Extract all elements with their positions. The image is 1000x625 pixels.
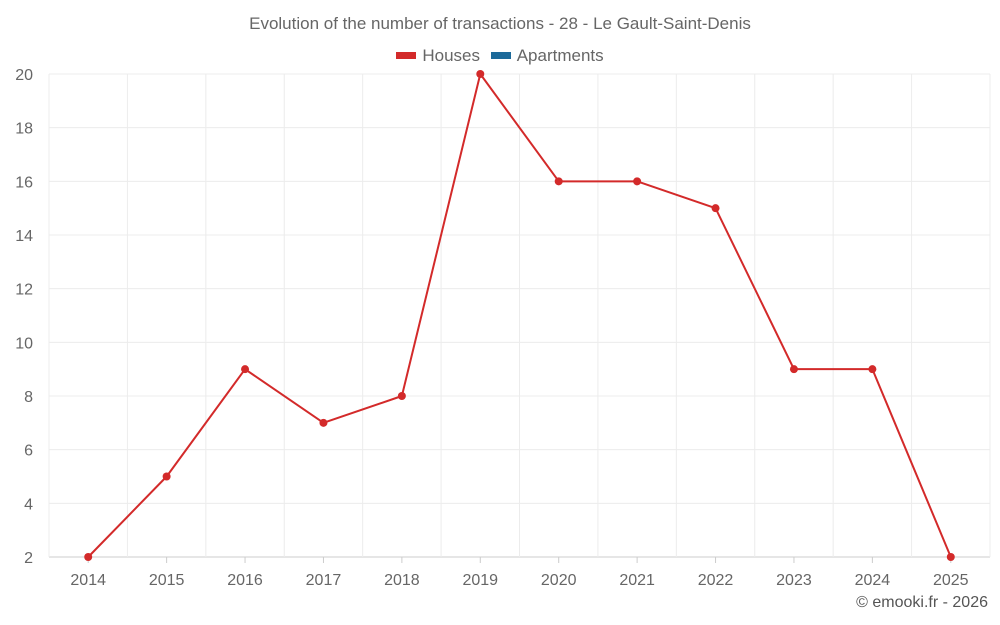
x-tick-label-2018: 2018	[384, 572, 420, 589]
y-tick-label-18: 18	[15, 121, 33, 138]
data-point-houses-2015[interactable]	[162, 472, 171, 481]
legend-label-houses: Houses	[422, 45, 480, 65]
data-point-houses-2019[interactable]	[476, 70, 485, 78]
legend-swatch-apartments	[490, 51, 511, 59]
chart-axes: 2 4 6 8 10 12 14 16 18 20 2014 2015 2016 2017 2018 2019…	[15, 67, 968, 589]
y-tick-label-2: 2	[24, 550, 33, 567]
credit-text: © emooki.fr - 2026	[856, 594, 988, 611]
y-tick-label-14: 14	[15, 228, 33, 245]
y-tick-label-10: 10	[15, 335, 33, 352]
chart-grid	[48, 73, 991, 558]
data-point-houses-2025[interactable]	[946, 553, 955, 561]
y-tick-label-20: 20	[15, 67, 33, 84]
data-point-houses-2022[interactable]	[711, 204, 720, 213]
legend-item-houses[interactable]: Houses	[396, 46, 480, 66]
x-tick-label-2021: 2021	[619, 572, 655, 589]
series-line-houses	[87, 73, 952, 558]
chart-series	[84, 70, 955, 561]
legend-label-apartments: Apartments	[516, 45, 604, 65]
y-tick-label-16: 16	[15, 174, 33, 191]
x-tick-label-2025: 2025	[933, 572, 969, 589]
data-point-houses-2016[interactable]	[241, 365, 250, 374]
legend-item-apartments[interactable]: Apartments	[490, 45, 604, 66]
data-point-houses-2024[interactable]	[868, 365, 877, 374]
chart-legend: Houses Apartments	[0, 45, 1000, 66]
x-tick-label-2022: 2022	[698, 572, 734, 589]
x-tick-label-2024: 2024	[855, 572, 891, 589]
data-point-houses-2020[interactable]	[554, 177, 563, 186]
x-tick-label-2015: 2015	[149, 572, 185, 589]
x-tick-label-2017: 2017	[306, 572, 342, 589]
y-tick-label-6: 6	[24, 443, 33, 460]
y-tick-label-12: 12	[15, 282, 33, 299]
y-tick-label-4: 4	[24, 496, 33, 513]
data-point-houses-2017[interactable]	[319, 418, 328, 427]
legend-swatch-houses	[396, 51, 417, 59]
x-tick-label-2019: 2019	[462, 572, 498, 589]
data-point-houses-2023[interactable]	[789, 365, 798, 374]
chart-title: Evolution of the number of transactions …	[249, 14, 751, 33]
data-point-houses-2014[interactable]	[84, 553, 93, 561]
y-tick-label-8: 8	[24, 389, 33, 406]
x-tick-label-2014: 2014	[70, 572, 106, 589]
data-point-houses-2018[interactable]	[397, 392, 406, 400]
x-tick-label-2020: 2020	[541, 572, 577, 589]
x-tick-label-2023: 2023	[776, 572, 812, 589]
data-point-houses-2021[interactable]	[633, 177, 642, 186]
x-tick-label-2016: 2016	[227, 572, 263, 589]
